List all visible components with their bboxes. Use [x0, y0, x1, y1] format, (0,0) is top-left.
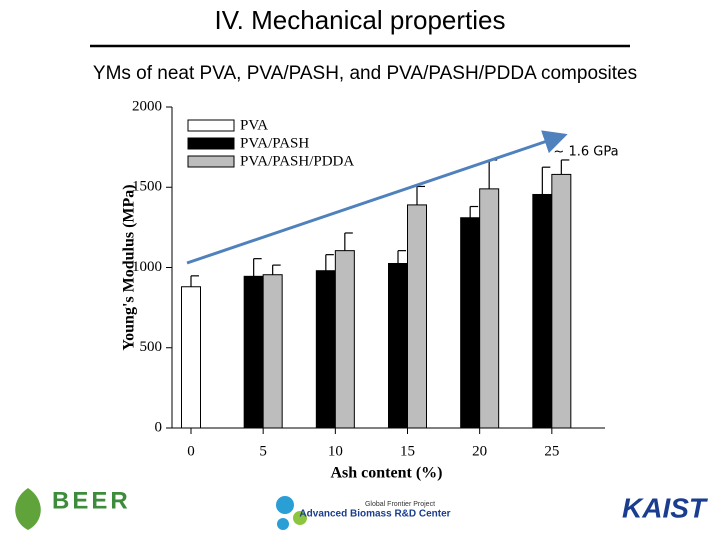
y-tick-label: 0	[155, 419, 163, 435]
x-tick-label: 15	[400, 443, 415, 459]
bar	[479, 188, 500, 429]
slide-title: IV. Mechanical properties	[215, 5, 506, 35]
y-tick-label: 2000	[132, 98, 162, 114]
beer-text: BEER	[52, 487, 131, 514]
bar	[315, 270, 336, 429]
center-logo: Global Frontier Project Advanced Biomass…	[276, 496, 451, 530]
beer-logo: BEER	[15, 487, 131, 530]
bar	[551, 173, 572, 429]
y-tick-label: 1500	[132, 179, 162, 195]
x-tick-label: 25	[544, 443, 559, 459]
slide-subtitle: YMs of neat PVA, PVA/PASH, and PVA/PASH/…	[93, 63, 637, 84]
y-tick-label: 500	[140, 339, 163, 355]
bar	[407, 204, 427, 429]
y-axis-label: Young's Modulus (MPa)	[121, 184, 138, 350]
bar	[460, 217, 481, 429]
bar	[243, 275, 264, 429]
legend-swatch	[187, 155, 235, 168]
bar	[181, 286, 201, 429]
legend-label: PVA/PASH/PDDA	[240, 153, 354, 169]
center-name: Advanced Biomass R&D Center	[299, 509, 450, 520]
chart: 0 500 1000 1500 2000 Young's Modulus (MPa) Ash…	[121, 98, 605, 482]
x-tick-label: 5	[259, 443, 267, 459]
bar	[388, 262, 408, 429]
x-axis-label: Ash content (%)	[331, 465, 443, 482]
legend-swatch	[187, 119, 235, 132]
bar	[334, 250, 355, 429]
legend-label: PVA	[240, 117, 268, 133]
legend-swatch	[187, 137, 235, 150]
x-tick-label: 0	[187, 443, 195, 459]
x-tick-label: 10	[328, 443, 343, 459]
center-project: Global Frontier Project	[365, 501, 435, 508]
bar	[262, 274, 283, 429]
annotation: ~ 1.6 GPa	[553, 145, 618, 160]
x-tick-label: 20	[472, 443, 487, 459]
trend-arrow	[186, 130, 568, 265]
kaist-logo: KAIST	[622, 492, 709, 523]
bar	[532, 193, 553, 429]
y-tick-label: 1000	[132, 259, 162, 275]
legend-label: PVA/PASH	[240, 135, 309, 151]
